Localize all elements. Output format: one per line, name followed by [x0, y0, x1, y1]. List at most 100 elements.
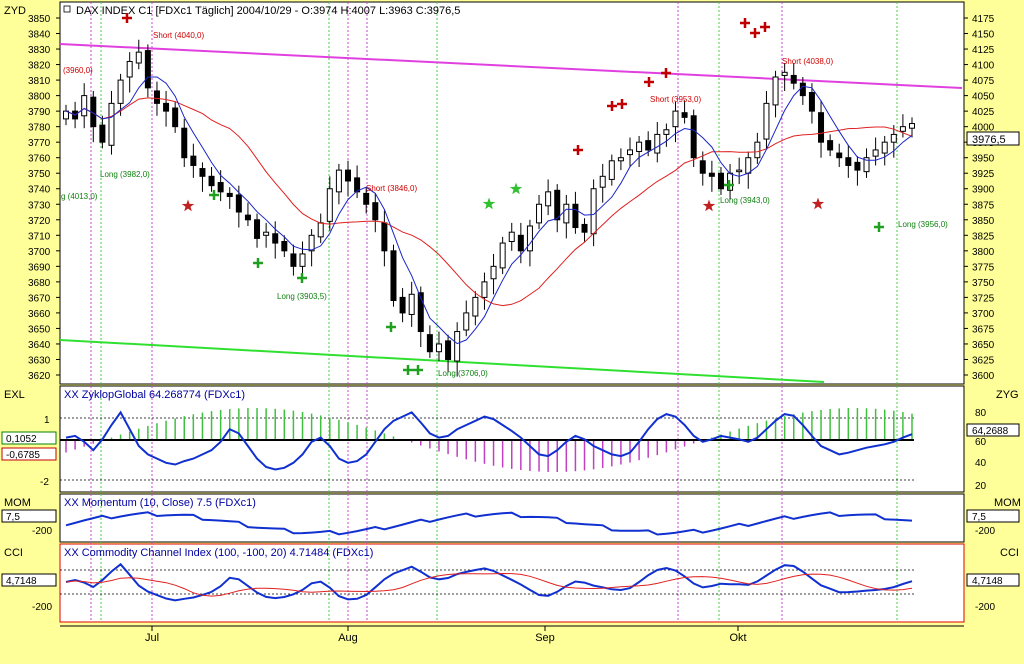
candle-body: [772, 76, 779, 106]
candle-body: [909, 123, 915, 129]
star-marker: [702, 199, 716, 212]
candle-body: [190, 155, 197, 166]
candle-body: [808, 92, 815, 112]
zyklop-histogram: [65, 408, 913, 472]
left-tick-label: 3710: [28, 231, 51, 242]
candle-body: [827, 140, 834, 151]
candle-body: [163, 102, 170, 112]
cci-right-box: [966, 573, 1020, 587]
zyklop-right-tick-60: 60: [975, 437, 987, 448]
upper-channel-line: [59, 43, 963, 89]
right-tick-label: 3825: [972, 231, 995, 242]
annotation-long-3943: Long (3943,0): [720, 196, 770, 205]
cci-title: XX Commodity Channel Index (100, -100, 2…: [64, 547, 373, 559]
candle-body: [363, 192, 370, 205]
candle-body: [281, 241, 288, 252]
candle-body: [563, 203, 570, 224]
slow-moving-average: [65, 97, 913, 307]
momentum-left-box: [1, 509, 57, 523]
cci-panel: [59, 543, 965, 623]
candle-body: [890, 133, 897, 143]
momentum-left-label: MOM: [4, 497, 31, 509]
star-marker: [811, 197, 825, 210]
right-tick-label: 3775: [972, 262, 995, 273]
candle-body: [627, 149, 633, 156]
annotation-long-3956: Long (3956,0): [898, 220, 948, 229]
momentum-right-tick: -200: [975, 526, 995, 537]
candle-body: [326, 188, 333, 222]
candle-body: [435, 343, 442, 353]
candle-body: [445, 340, 452, 360]
left-tick-label: 3750: [28, 169, 51, 180]
zyklop-title: XX ZyklopGlobal 64.268774 (FDXc1): [64, 389, 245, 401]
cci-right-label: CCI: [1000, 547, 1019, 559]
zyklop-right-box: [966, 423, 1020, 437]
right-tick-label: 3950: [972, 154, 995, 165]
cci-right-tick: -200: [975, 602, 995, 613]
momentum-right-box: [966, 509, 1020, 523]
cci-left-value: 4,7148: [6, 576, 37, 587]
candle-body: [235, 194, 242, 213]
annotation-short-3953: Short (3953,0): [650, 95, 701, 104]
candle-body: [426, 334, 433, 353]
candle-body: [663, 129, 670, 135]
candle-body: [244, 214, 251, 221]
candle-body: [836, 152, 843, 159]
cci-right-value: 4,7148: [972, 576, 1003, 587]
zyklop-left-value-pos: 0,1052: [6, 434, 37, 445]
right-tick-label: 4100: [972, 61, 995, 72]
candle-body: [636, 141, 643, 152]
candle-body: [554, 189, 561, 221]
cci-left-box: [1, 573, 57, 587]
candle-body: [454, 331, 461, 362]
title-square-icon: [63, 5, 71, 13]
last-price-value: 3976,5: [972, 134, 1006, 146]
momentum-title: XX Momentum (10, Close) 7.5 (FDXc1): [64, 497, 256, 509]
left-tick-label: 3780: [28, 123, 51, 134]
candle-body: [790, 74, 797, 84]
annotation-3960: (3960,0): [63, 66, 93, 75]
zyklop-left-box-pos: [1, 431, 57, 445]
fast-moving-average: [65, 76, 913, 345]
x-label-sep: Sep: [535, 632, 555, 644]
star-marker: [509, 182, 523, 195]
candle-body: [472, 296, 479, 317]
annotation-short-3846: Short (3846,0): [366, 184, 417, 193]
candle-body: [335, 169, 342, 193]
right-tick-label: 4125: [972, 45, 995, 56]
candle-body: [208, 175, 215, 187]
price-left-label: ZYD: [4, 5, 26, 17]
x-label-jul: Jul: [145, 632, 159, 644]
candle-body: [645, 140, 652, 151]
candle-body: [854, 161, 861, 171]
candle-body: [899, 126, 906, 132]
candle-body: [354, 177, 361, 193]
zyklop-left-box-neg: [1, 447, 57, 461]
candle-body: [463, 312, 470, 331]
candle-body: [135, 51, 142, 64]
zyklop-left-label: EXL: [4, 389, 25, 401]
candle-body: [818, 112, 825, 143]
price-title: DAX INDEX C1 [FDXc1 Täglich] 2004/10/29 …: [76, 5, 460, 17]
candle-body: [745, 157, 752, 174]
candle-body: [617, 157, 624, 162]
price-axis-ticks: 3620 3630 3640 3650 3660 3670 3680 3690 3700 3710…: [28, 14, 995, 382]
momentum-left-value: 7,5: [6, 512, 20, 523]
left-tick-label: 3790: [28, 107, 51, 118]
momentum-right-label: MOM: [994, 497, 1021, 509]
candle-body: [226, 192, 233, 197]
candle-body: [881, 141, 888, 154]
zyklop-right-tick-40: 40: [975, 458, 987, 469]
candle-body: [872, 149, 879, 157]
cci-left-tick: -200: [32, 602, 52, 613]
right-tick-label: 4050: [972, 92, 995, 103]
right-tick-label: 3625: [972, 355, 995, 366]
x-label-okt: Okt: [729, 632, 746, 644]
left-tick-label: 3740: [28, 185, 51, 196]
right-tick-label: 3900: [972, 185, 995, 196]
left-tick-label: 3840: [28, 30, 51, 41]
right-tick-label: 3800: [972, 247, 995, 258]
candle-body: [781, 71, 788, 76]
left-tick-label: 3760: [28, 154, 51, 165]
